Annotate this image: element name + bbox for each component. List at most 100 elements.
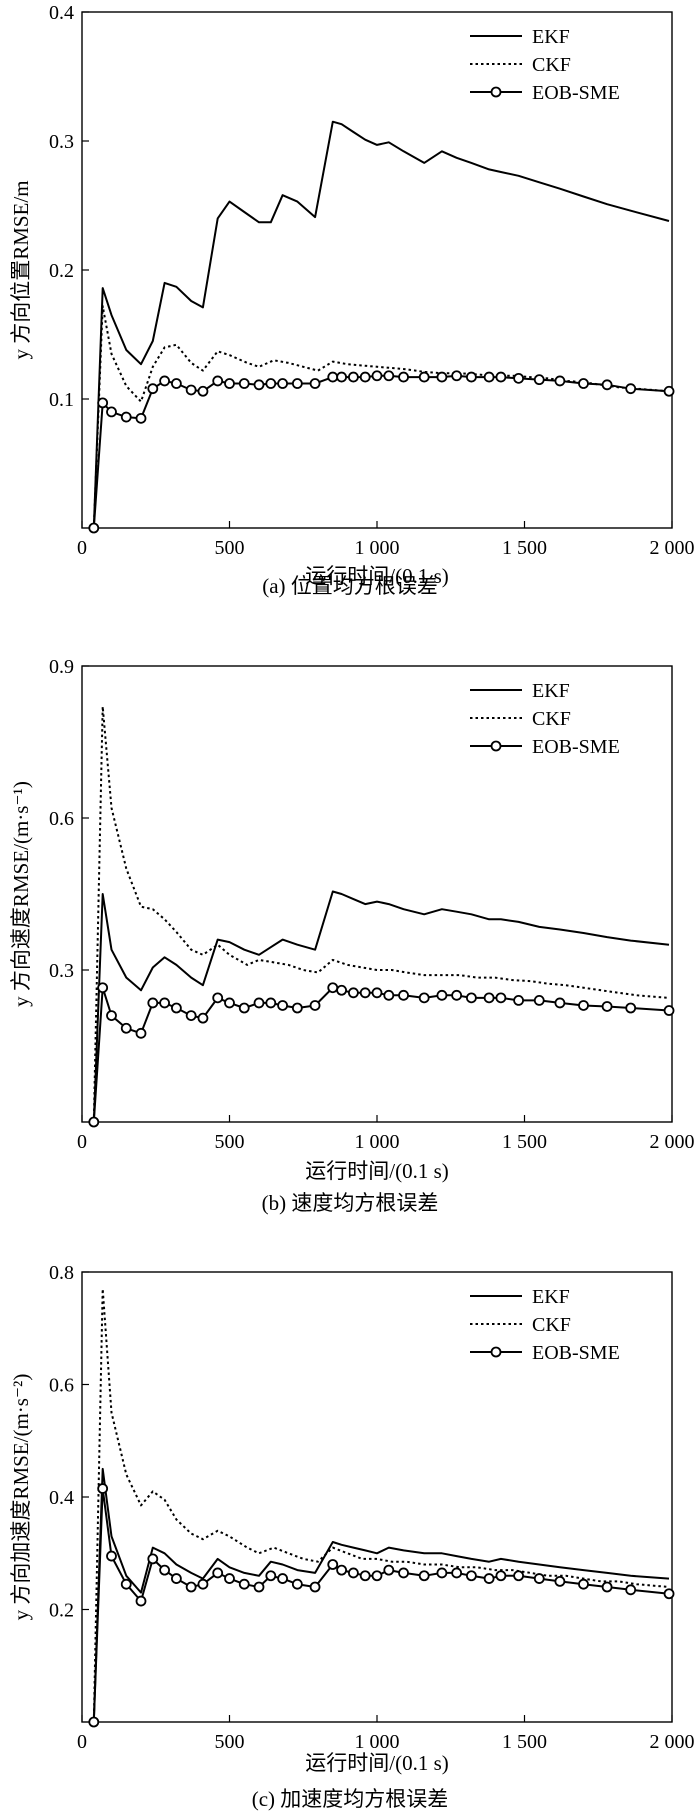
data-point-eob-sme — [578, 1000, 589, 1011]
data-point-eob-sme — [436, 989, 448, 1001]
x-tick-label: 0 — [77, 1731, 87, 1753]
data-point-eob-sme — [120, 1022, 132, 1034]
data-point-eob-sme — [398, 371, 409, 383]
data-point-eob-sme — [625, 1584, 637, 1596]
data-point-eob-sme — [212, 1567, 224, 1579]
x-tick-label: 2 000 — [650, 537, 695, 559]
data-point-eob-sme — [120, 1578, 132, 1590]
legend-label-eob-sme: EOB-SME — [532, 736, 620, 758]
legend-label-ckf: CKF — [532, 1314, 571, 1336]
data-point-eob-sme — [554, 997, 566, 1009]
data-point-eob-sme — [327, 371, 339, 383]
series-line-ekf — [92, 120, 670, 529]
chart-velocity-rmse: 0 500 1 000 1 500 2 000 0.3 0.6 0.9 运行时间/(0.1 s)… — [9, 656, 695, 1183]
data-point-eob-sme — [327, 1559, 339, 1570]
data-point-eob-sme — [147, 997, 159, 1009]
data-point-eob-sme — [135, 412, 147, 424]
data-point-eob-sme — [533, 374, 545, 386]
legend-label-eob-sme: EOB-SME — [532, 82, 620, 104]
data-point-eob-sme — [159, 997, 171, 1009]
data-point-eob-sme — [663, 1005, 675, 1016]
data-point-eob-sme — [309, 378, 321, 389]
panel-position: 0 500 1 000 1 500 2 000 0.1 0.2 0.3 0.4 运行时间/(0.1… — [0, 0, 700, 612]
data-point-eob-sme — [88, 1716, 100, 1728]
data-point-eob-sme — [359, 987, 371, 999]
data-point-eob-sme — [533, 994, 545, 1006]
y-tick-label: 0.9 — [49, 656, 74, 678]
data-point-eob-sme — [383, 1564, 395, 1576]
data-point-eob-sme — [451, 989, 463, 1001]
data-point-eob-sme — [436, 371, 448, 383]
data-point-eob-sme — [88, 1116, 100, 1128]
data-point-eob-sme — [197, 1578, 209, 1590]
plot-frame — [81, 665, 673, 1123]
data-point-eob-sme — [483, 992, 495, 1004]
data-point-eob-sme — [371, 987, 383, 999]
data-point-eob-sme — [253, 379, 265, 391]
legend-label-ekf: EKF — [532, 680, 570, 702]
data-point-eob-sme — [197, 385, 209, 397]
x-tick-label: 0 — [77, 1131, 87, 1153]
y-tick-label: 0.8 — [49, 1262, 74, 1284]
data-point-eob-sme — [336, 984, 348, 996]
series-line-ekf — [92, 1467, 670, 1723]
series-line-ekf — [92, 890, 670, 1123]
data-point-eob-sme — [495, 1570, 507, 1582]
data-point-eob-sme — [533, 1573, 545, 1584]
y-tick-label: 0.4 — [49, 2, 74, 24]
data-point-eob-sme — [554, 1575, 566, 1587]
data-point-eob-sme — [554, 375, 566, 387]
data-point-eob-sme — [170, 1002, 182, 1014]
data-point-eob-sme — [88, 522, 100, 534]
data-point-eob-sme — [398, 1567, 409, 1579]
series-line-ckf — [92, 305, 670, 529]
data-point-eob-sme — [465, 1570, 477, 1582]
data-point-eob-sme — [265, 378, 277, 389]
data-point-eob-sme — [398, 989, 409, 1001]
x-tick-label: 1 500 — [502, 1131, 547, 1153]
data-point-eob-sme — [106, 1010, 117, 1022]
data-point-eob-sme — [465, 371, 477, 383]
data-point-eob-sme — [495, 371, 507, 383]
y-tick-label: 0.3 — [49, 960, 74, 982]
data-point-eob-sme — [224, 997, 235, 1009]
data-point-eob-sme — [663, 1588, 675, 1600]
caption-velocity: (b) 速度均方根误差 — [261, 1191, 439, 1215]
data-point-eob-sme — [170, 378, 182, 389]
plot-frame — [81, 1271, 673, 1723]
y-tick-label: 0.2 — [49, 1600, 74, 1622]
data-point-eob-sme — [277, 1573, 289, 1584]
data-point-eob-sme — [185, 384, 197, 396]
legend-label-ckf: CKF — [532, 708, 571, 730]
y-axis-label: y 方向位置RMSE/m — [9, 180, 33, 359]
data-point-eob-sme — [97, 397, 109, 409]
panel-acceleration: 0 500 1 000 1 500 2 000 0.2 0.4 0.6 0.8 运行时间/(0.1… — [0, 1224, 700, 1816]
data-point-eob-sme — [238, 1002, 250, 1014]
data-point-eob-sme — [159, 1564, 171, 1576]
series-line-eob-sme — [92, 374, 670, 529]
x-tick-label: 0 — [77, 537, 87, 559]
data-point-eob-sme — [147, 1553, 159, 1565]
data-point-eob-sme — [451, 370, 463, 382]
legend-label-ekf: EKF — [532, 1286, 570, 1308]
data-point-eob-sme — [291, 1578, 303, 1590]
data-point-eob-sme — [277, 1000, 289, 1011]
x-tick-label: 500 — [215, 537, 245, 559]
data-point-eob-sme — [601, 1581, 613, 1593]
data-point-eob-sme — [483, 371, 495, 383]
data-point-eob-sme — [265, 1570, 277, 1582]
legend-label-ekf: EKF — [532, 26, 570, 48]
data-point-eob-sme — [418, 371, 430, 383]
panel-velocity: 0 500 1 000 1 500 2 000 0.3 0.6 0.9 运行时间/(0.1 s)… — [0, 612, 700, 1224]
x-tick-label: 1 500 — [502, 537, 547, 559]
x-axis-label: 运行时间/(0.1 s) — [305, 1159, 449, 1183]
data-point-eob-sme — [185, 1010, 197, 1022]
data-point-eob-sme — [625, 1002, 637, 1014]
series-line-ckf — [92, 705, 670, 1123]
data-point-eob-sme — [465, 992, 477, 1004]
data-point-eob-sme — [383, 989, 395, 1001]
data-point-eob-sme — [483, 1573, 495, 1584]
data-point-eob-sme — [253, 997, 265, 1009]
data-point-eob-sme — [253, 1581, 265, 1593]
data-point-eob-sme — [197, 1012, 209, 1024]
